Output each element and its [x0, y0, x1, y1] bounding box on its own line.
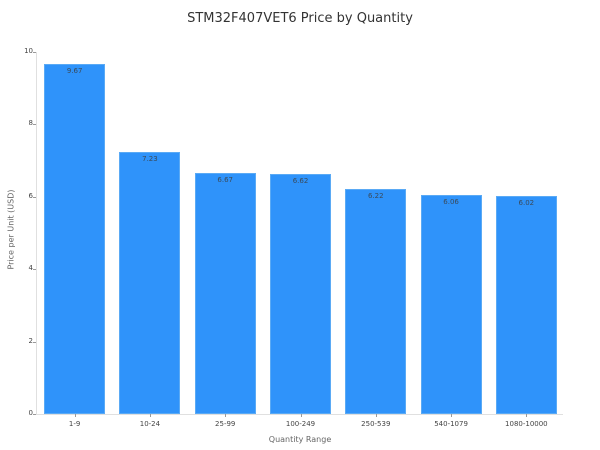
x-tick-mark [300, 414, 302, 417]
chart-title: STM32F407VET6 Price by Quantity [187, 11, 413, 26]
bar: 6.22 [345, 188, 407, 414]
x-tick-mark [149, 414, 151, 417]
bar-value-label: 6.22 [367, 191, 384, 200]
y-tick-mark [33, 414, 36, 415]
x-tick-label: 540-1079 [434, 420, 468, 428]
y-tick-mark [33, 124, 36, 126]
y-tick-label: 2 [28, 336, 33, 345]
x-axis-label: Quantity Range [268, 435, 332, 444]
y-axis-line [36, 52, 37, 415]
bar: 6.06 [420, 194, 482, 414]
bar: 9.67 [44, 63, 106, 414]
bar: 6.67 [194, 172, 256, 414]
y-tick-mark [33, 196, 36, 198]
x-tick-label: 250-539 [361, 420, 391, 428]
x-tick-mark [451, 414, 453, 417]
x-tick-mark [526, 414, 528, 417]
bar-value-label: 6.62 [292, 177, 309, 186]
y-tick-label: 4 [28, 264, 33, 273]
bar: 6.62 [270, 174, 331, 414]
x-tick-label: 10-24 [139, 420, 161, 428]
y-tick-label: 10 [24, 47, 33, 55]
bar: 6.02 [495, 196, 557, 414]
y-tick-label: 0 [28, 409, 33, 417]
x-tick-mark [74, 414, 76, 417]
y-tick-mark [33, 341, 36, 343]
bar: 7.23 [119, 152, 181, 414]
y-tick-mark [33, 269, 36, 271]
x-tick-label: 100-249 [285, 420, 316, 428]
bar-value-label: 6.67 [217, 175, 233, 184]
y-tick-label: 8 [28, 119, 33, 128]
x-tick-label: 1080-10000 [505, 420, 548, 428]
x-axis-line [36, 414, 563, 415]
y-tick-label: 6 [28, 191, 33, 200]
bar-value-label: 6.02 [518, 199, 535, 208]
y-tick-mark [33, 52, 36, 53]
x-tick-label: 1-9 [68, 420, 81, 428]
bar-value-label: 6.06 [443, 197, 459, 206]
x-tick-mark [225, 414, 227, 417]
x-tick-mark [375, 414, 377, 417]
bar-value-label: 9.67 [66, 66, 83, 75]
x-tick-label: 25-99 [215, 420, 236, 428]
bar-value-label: 7.23 [142, 155, 158, 164]
